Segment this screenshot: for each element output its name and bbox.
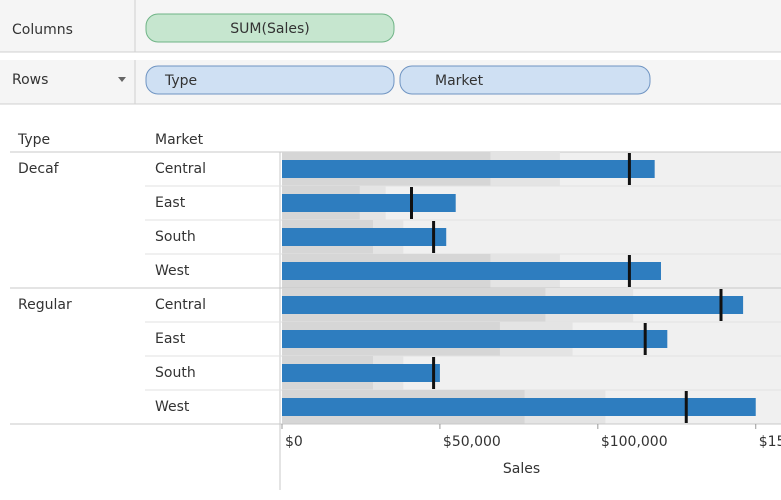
x-tick-label: $100,000 xyxy=(601,434,668,450)
shelf-label: Columns xyxy=(12,22,73,38)
market-label: Central xyxy=(155,161,206,177)
market-label: East xyxy=(155,195,186,211)
bar xyxy=(282,160,655,178)
pill-text[interactable]: Type xyxy=(164,73,197,89)
market-label: East xyxy=(155,331,186,347)
market-label: West xyxy=(155,263,190,279)
header: Type xyxy=(17,132,50,148)
type-label: Decaf xyxy=(18,161,60,177)
x-axis-title: Sales xyxy=(503,461,540,477)
bar xyxy=(282,194,456,212)
bar xyxy=(282,262,661,280)
bar xyxy=(282,296,744,314)
bar xyxy=(282,364,440,382)
pill-text[interactable]: Market xyxy=(435,73,484,89)
bar xyxy=(282,398,756,416)
shelf-label: Rows xyxy=(12,72,48,88)
bar xyxy=(282,330,668,348)
x-tick-label: $0 xyxy=(285,434,303,450)
market-label: South xyxy=(155,365,196,381)
pill[interactable] xyxy=(399,65,651,95)
market-label: West xyxy=(155,399,190,415)
type-label: Regular xyxy=(18,297,72,313)
x-tick-label: $150,000 xyxy=(759,434,781,450)
bar xyxy=(282,228,447,246)
pill[interactable] xyxy=(145,13,395,43)
pill-text[interactable]: SUM(Sales) xyxy=(230,21,309,37)
x-tick-label: $50,000 xyxy=(443,434,501,450)
market-label: Central xyxy=(155,297,206,313)
pill[interactable] xyxy=(145,65,395,95)
header: Market xyxy=(155,132,204,148)
market-label: South xyxy=(155,229,196,245)
dropdown[interactable] xyxy=(118,77,126,82)
